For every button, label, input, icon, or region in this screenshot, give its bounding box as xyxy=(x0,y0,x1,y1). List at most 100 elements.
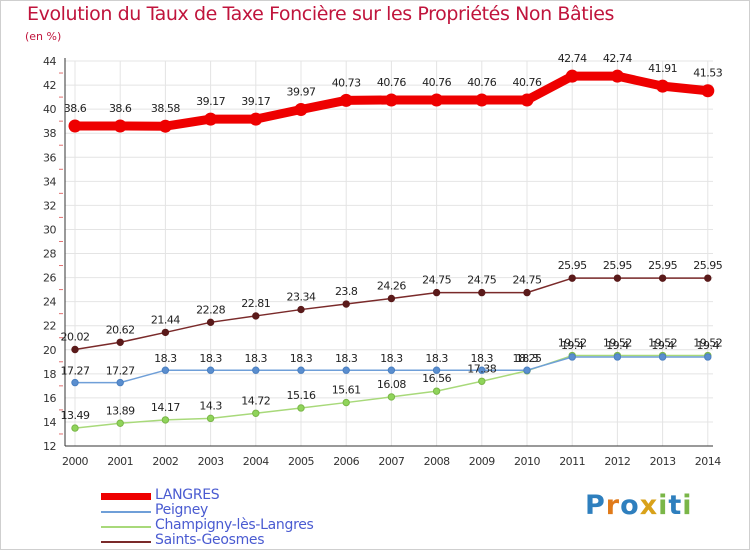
chart-subtitle: (en %) xyxy=(25,30,62,43)
data-label-langres: 38.58 xyxy=(151,102,180,115)
logo-letter: r xyxy=(605,490,621,521)
legend-swatch-saints-geosmes xyxy=(101,541,151,543)
legend-label-champigny: Champigny-lès-Langres xyxy=(155,517,314,533)
data-label-peigney: 17.27 xyxy=(106,365,135,378)
x-tick-label: 2005 xyxy=(288,455,314,468)
data-label-champigny: 14.17 xyxy=(151,401,180,414)
data-point-peigney xyxy=(161,366,170,374)
y-tick-label: 34 xyxy=(43,175,56,188)
data-point-saints-geosmes xyxy=(252,312,260,320)
x-tick-label: 2014 xyxy=(695,455,721,468)
x-tick-label: 2007 xyxy=(378,455,404,468)
data-point-langres xyxy=(294,102,308,116)
data-point-langres xyxy=(339,93,353,107)
data-point-langres xyxy=(158,119,172,133)
data-label-saints-geosmes: 25.95 xyxy=(648,259,677,272)
data-label-langres: 40.76 xyxy=(422,76,451,89)
data-label-saints-geosmes: 24.75 xyxy=(513,274,542,287)
proxiti-logo: Proxiti xyxy=(585,490,693,521)
data-label-langres: 39.17 xyxy=(196,95,225,108)
data-point-saints-geosmes xyxy=(206,318,215,327)
legend-label-langres: LANGRES xyxy=(155,487,220,503)
data-point-peigney xyxy=(252,366,260,374)
data-point-langres xyxy=(520,93,534,107)
data-point-langres xyxy=(204,112,218,126)
logo-letter: i xyxy=(682,490,693,521)
chart-title: Evolution du Taux de Taxe Foncière sur l… xyxy=(27,3,615,25)
x-tick-label: 2012 xyxy=(604,455,630,468)
data-label-langres: 38.6 xyxy=(64,102,87,115)
data-label-champigny: 19.52 xyxy=(648,337,677,350)
data-label-champigny: 16.56 xyxy=(422,372,451,385)
logo-letter: o xyxy=(620,490,640,521)
logo-letter: i xyxy=(658,490,669,521)
data-label-peigney: 19.4 xyxy=(561,339,584,352)
data-point-champigny xyxy=(432,387,441,395)
y-tick-label: 14 xyxy=(43,416,56,429)
y-tick-label: 36 xyxy=(43,151,56,164)
data-label-champigny: 17.38 xyxy=(467,362,496,375)
data-point-saints-geosmes xyxy=(342,300,350,308)
data-label-saints-geosmes: 22.28 xyxy=(196,303,225,316)
data-label-saints-geosmes: 25.95 xyxy=(558,259,587,272)
data-point-langres xyxy=(384,93,398,107)
data-label-saints-geosmes: 20.62 xyxy=(106,323,135,336)
data-label-peigney: 18.3 xyxy=(380,352,403,365)
data-point-champigny xyxy=(342,398,350,407)
x-tick-label: 2001 xyxy=(107,455,133,468)
data-label-champigny: 13.89 xyxy=(106,404,135,417)
data-point-champigny xyxy=(297,404,305,412)
data-label-saints-geosmes: 24.75 xyxy=(467,274,496,287)
data-point-peigney xyxy=(658,353,667,361)
legend-swatch-peigney xyxy=(101,511,151,513)
data-label-peigney: 19.4 xyxy=(697,339,720,352)
data-label-peigney: 19.4 xyxy=(606,339,629,352)
data-label-champigny: 19.52 xyxy=(558,337,587,350)
data-point-peigney xyxy=(71,378,79,387)
data-point-peigney xyxy=(613,353,622,361)
data-point-saints-geosmes xyxy=(704,274,712,282)
data-label-peigney: 17.27 xyxy=(61,365,90,378)
x-tick-label: 2009 xyxy=(469,455,495,468)
data-label-saints-geosmes: 21.44 xyxy=(151,313,180,326)
logo-letter: x xyxy=(639,490,659,521)
data-point-peigney xyxy=(342,366,350,374)
x-tick-label: 2010 xyxy=(514,455,540,468)
legend-swatch-champigny xyxy=(101,526,151,528)
data-label-langres: 39.17 xyxy=(241,95,270,108)
data-point-saints-geosmes xyxy=(432,288,441,297)
y-tick-label: 44 xyxy=(43,55,56,68)
data-point-langres xyxy=(68,119,82,133)
data-point-saints-geosmes xyxy=(297,305,305,314)
data-label-champigny: 16.08 xyxy=(377,378,406,391)
data-label-peigney: 18.3 xyxy=(199,352,222,365)
data-point-champigny xyxy=(71,424,79,432)
y-tick-label: 30 xyxy=(43,223,56,236)
data-point-peigney xyxy=(297,366,305,374)
data-label-champigny: 19.52 xyxy=(693,337,722,350)
data-point-langres xyxy=(610,69,624,83)
data-label-champigny: 19.52 xyxy=(603,337,632,350)
data-label-peigney: 18.3 xyxy=(335,352,358,365)
y-tick-label: 38 xyxy=(43,127,56,140)
y-tick-label: 12 xyxy=(43,440,56,453)
y-tick-label: 18 xyxy=(43,368,56,381)
data-label-champigny: 14.3 xyxy=(199,399,222,412)
data-point-saints-geosmes xyxy=(387,294,396,303)
y-tick-label: 20 xyxy=(43,344,56,357)
data-label-langres: 42.74 xyxy=(603,52,632,65)
logo-letter: P xyxy=(585,490,606,521)
data-point-langres xyxy=(113,119,127,133)
data-point-saints-geosmes xyxy=(478,288,486,297)
data-point-champigny xyxy=(161,416,170,424)
legend-label-peigney: Peigney xyxy=(155,502,209,518)
y-tick-label: 28 xyxy=(43,248,56,261)
y-tick-label: 32 xyxy=(43,199,56,212)
x-tick-label: 2003 xyxy=(198,455,224,468)
data-point-champigny xyxy=(387,393,396,401)
data-point-saints-geosmes xyxy=(71,345,79,354)
data-label-langres: 41.53 xyxy=(693,67,722,80)
data-label-langres: 40.76 xyxy=(467,76,496,89)
data-point-peigney xyxy=(568,353,576,361)
